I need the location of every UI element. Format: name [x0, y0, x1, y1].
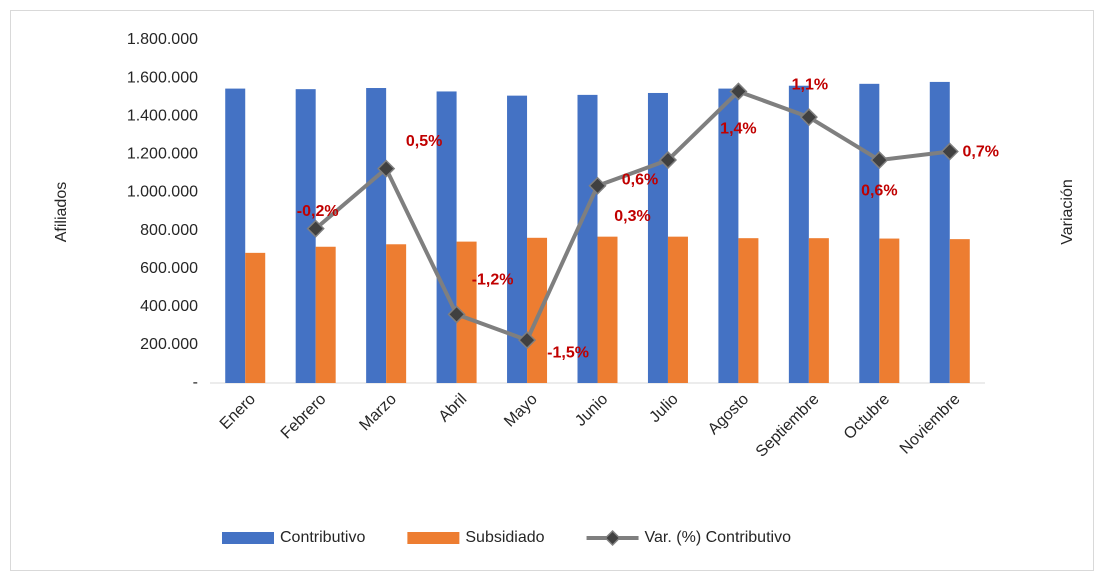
bar: [295, 89, 316, 383]
y-tick-label: 1.400.000: [127, 107, 198, 124]
bar: [456, 241, 477, 383]
line-marker: [799, 108, 818, 127]
legend-swatch: [222, 532, 274, 544]
data-label: -1,5%: [547, 344, 589, 361]
line-marker: [940, 142, 959, 161]
y-tick-label: 200.000: [140, 336, 198, 353]
data-label: 0,6%: [622, 171, 658, 188]
y-tick-label: -: [193, 374, 198, 391]
bar: [949, 239, 970, 383]
data-label: 0,5%: [406, 133, 442, 150]
data-label: -1,2%: [472, 272, 514, 289]
bar: [245, 252, 266, 383]
bar: [808, 238, 829, 383]
bar: [738, 238, 759, 383]
bar: [577, 94, 598, 383]
bar: [527, 237, 548, 383]
legend-swatch: [407, 532, 460, 544]
y2-axis-label: Variación: [1059, 179, 1076, 245]
data-label: 0,3%: [614, 208, 650, 225]
y-tick-label: 600.000: [140, 260, 198, 277]
legend-label: Subsidiado: [465, 529, 544, 546]
legend-label: Var. (%) Contributivo: [645, 529, 792, 546]
data-label: 0,7%: [963, 144, 999, 161]
legend-label: Contributivo: [280, 529, 365, 546]
y-tick-label: 1.800.000: [127, 31, 198, 48]
bar: [507, 95, 528, 384]
legend-marker: [604, 529, 621, 547]
line-marker: [517, 331, 537, 350]
bar: [788, 85, 809, 383]
bar: [929, 81, 950, 383]
data-label: 0,6%: [861, 182, 897, 199]
data-label: -0,2%: [297, 203, 339, 220]
line-marker: [658, 150, 678, 170]
y-tick-label: 1.600.000: [127, 69, 198, 86]
bar: [225, 88, 246, 383]
bar: [718, 88, 739, 383]
data-label: 1,4%: [720, 121, 756, 138]
line-marker: [870, 150, 889, 170]
line-marker: [588, 176, 607, 195]
bar: [436, 91, 457, 383]
bar: [647, 92, 668, 384]
bar: [597, 236, 618, 383]
y-tick-label: 1.000.000: [127, 184, 198, 201]
line-marker: [377, 159, 396, 178]
bar: [315, 246, 336, 383]
bar: [386, 244, 407, 383]
bar: [667, 236, 688, 383]
line-marker: [447, 305, 466, 324]
y-tick-label: 1.200.000: [127, 146, 198, 163]
data-label: 1,1%: [792, 76, 828, 93]
y-tick-label: 800.000: [140, 222, 198, 239]
line: [314, 89, 951, 343]
bar: [366, 88, 387, 384]
line-marker: [729, 82, 748, 101]
line-marker: [306, 219, 325, 238]
y-axis-label: Afiliados: [53, 182, 70, 242]
bar: [859, 83, 880, 384]
bar: [879, 238, 900, 383]
y-tick-label: 400.000: [140, 298, 198, 315]
chart-frame: [10, 10, 1094, 571]
